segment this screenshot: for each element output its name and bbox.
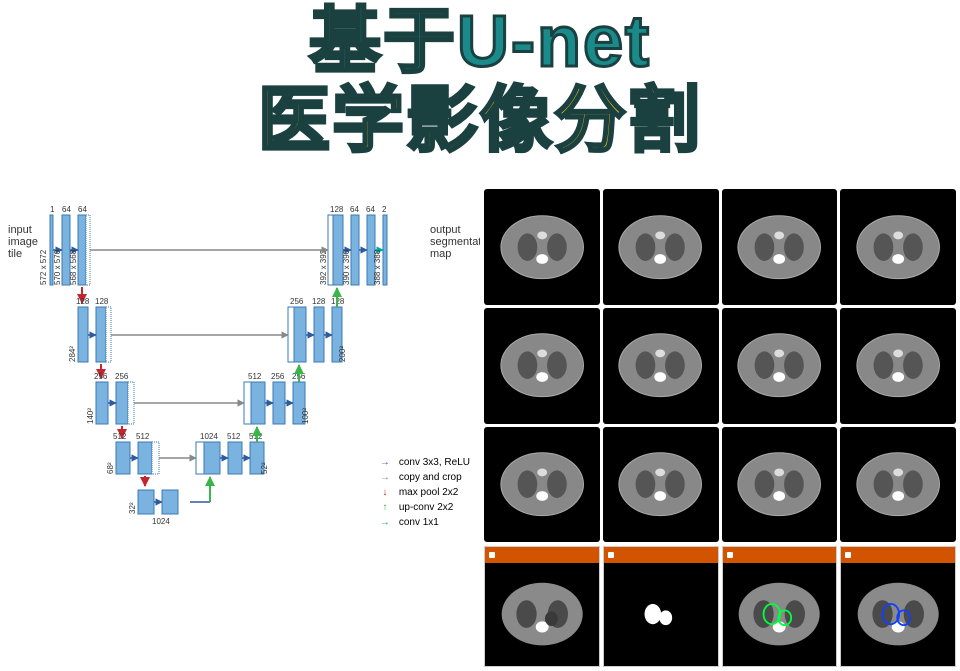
svg-text:512: 512 <box>227 432 241 441</box>
svg-text:256: 256 <box>94 372 108 381</box>
svg-text:572 x 572: 572 x 572 <box>39 249 48 285</box>
svg-text:1024: 1024 <box>152 517 170 526</box>
svg-text:2: 2 <box>382 205 387 214</box>
svg-text:512: 512 <box>248 372 262 381</box>
svg-text:256: 256 <box>271 372 285 381</box>
svg-text:64: 64 <box>62 205 71 214</box>
ct-slice <box>722 308 838 424</box>
svg-text:392 x 392: 392 x 392 <box>319 249 328 285</box>
svg-text:512: 512 <box>249 432 263 441</box>
ct-slice <box>722 427 838 543</box>
svg-text:140²: 140² <box>86 408 95 424</box>
svg-text:map: map <box>430 248 451 260</box>
svg-text:284²: 284² <box>68 346 77 362</box>
svg-text:256: 256 <box>290 297 304 306</box>
title-line-2: 医学影像分割 <box>0 82 960 161</box>
output-label: output <box>430 224 461 236</box>
unet-legend: →conv 3x3, ReLU →copy and crop ↓max pool… <box>373 453 472 532</box>
seg-window-mask <box>603 546 719 666</box>
svg-text:52²: 52² <box>260 462 269 474</box>
dec-level-1: 256 128 128 200² <box>288 297 347 362</box>
ct-panel <box>480 185 960 540</box>
ct-slice <box>484 308 600 424</box>
svg-text:570 x 570: 570 x 570 <box>53 249 62 285</box>
svg-text:256: 256 <box>115 372 129 381</box>
svg-text:64: 64 <box>350 205 359 214</box>
svg-text:1: 1 <box>50 205 55 214</box>
ct-slice <box>722 189 838 305</box>
ct-slice <box>484 427 600 543</box>
svg-text:100²: 100² <box>301 408 310 424</box>
svg-text:segmentation: segmentation <box>430 236 480 248</box>
segmentation-row <box>480 546 960 670</box>
ct-slice <box>603 427 719 543</box>
svg-text:512: 512 <box>113 432 127 441</box>
enc-level-2: 256 256 140² <box>86 372 134 424</box>
svg-text:200²: 200² <box>338 346 347 362</box>
seg-window-green-overlay <box>722 546 838 666</box>
dec-level-3: 1024 512 512 52² <box>196 432 269 474</box>
seg-window-blue-overlay <box>840 546 956 666</box>
svg-text:388 x 388: 388 x 388 <box>373 249 382 285</box>
ct-slice <box>840 308 956 424</box>
ct-grid <box>480 185 960 546</box>
input-label: input <box>8 224 32 236</box>
svg-text:64: 64 <box>366 205 375 214</box>
svg-text:568 x 568: 568 x 568 <box>69 249 78 285</box>
ct-slice <box>840 189 956 305</box>
svg-text:68²: 68² <box>106 462 115 474</box>
ct-slice <box>603 308 719 424</box>
svg-text:tile: tile <box>8 248 22 260</box>
ct-slice <box>603 189 719 305</box>
ct-slice <box>840 427 956 543</box>
svg-text:390 x 390: 390 x 390 <box>342 249 351 285</box>
svg-text:128: 128 <box>312 297 326 306</box>
title-line-1: 基于U-net <box>0 6 960 78</box>
unet-diagram: input image tile output segmentation map… <box>0 185 480 540</box>
enc-level-1: 128 128 284² <box>68 297 111 362</box>
enc-level-3: 512 512 68² <box>106 432 159 474</box>
svg-text:64: 64 <box>78 205 87 214</box>
svg-text:image: image <box>8 236 38 248</box>
ct-slice <box>484 189 600 305</box>
svg-text:128: 128 <box>76 297 90 306</box>
svg-text:512: 512 <box>136 432 150 441</box>
svg-text:128: 128 <box>95 297 109 306</box>
dec-level-0: 128 64 64 2 392 x 392 390 x 390 388 x 38… <box>319 205 387 285</box>
bottleneck: 1024 32² <box>128 490 178 526</box>
enc-level-0: 1 64 64 572 x 572 570 x 570 568 x 568 <box>39 205 90 285</box>
svg-text:128: 128 <box>330 205 344 214</box>
svg-text:32²: 32² <box>128 502 137 514</box>
seg-window-original <box>484 546 600 666</box>
dec-level-2: 512 256 256 100² <box>244 372 310 424</box>
svg-text:1024: 1024 <box>200 432 218 441</box>
